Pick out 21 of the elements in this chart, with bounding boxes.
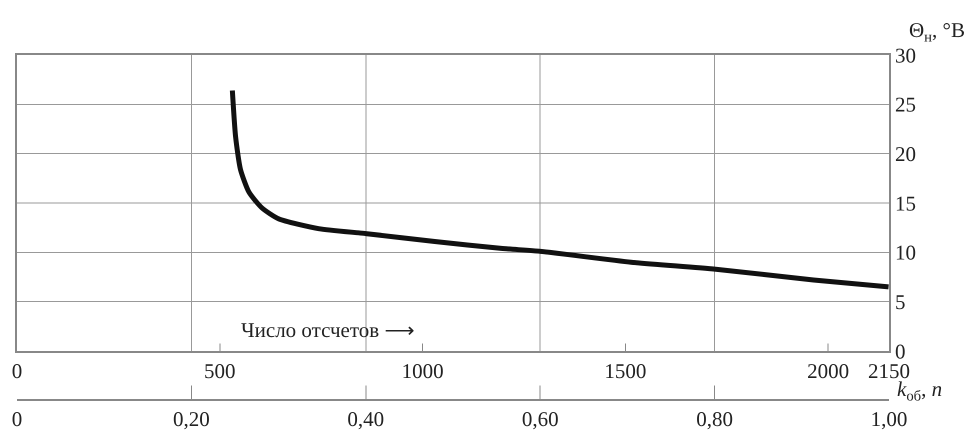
x-tick-label: 0: [12, 358, 22, 383]
x2-tick-label: 0,40: [347, 406, 384, 431]
x2-tick-label: 0,60: [522, 406, 559, 431]
y-tick-label: 10: [894, 240, 916, 265]
x-tick-label: 2000: [807, 358, 850, 383]
x2-tick-label: 0: [12, 406, 22, 431]
x-tick-label: 1500: [604, 358, 646, 383]
x-tick-label: 1000: [402, 358, 444, 383]
y-tick-label: 30: [894, 43, 916, 68]
y-tick-label: 25: [894, 92, 916, 117]
y-axis-title: Θ$_{н}$, °B: [909, 18, 965, 46]
x2-tick-label: 0,80: [696, 406, 733, 431]
x2-tick-label: 1,00: [870, 406, 908, 431]
y-tick-label: 5: [894, 290, 906, 314]
x-tick-label: 500: [204, 358, 236, 383]
y-tick-label: 0: [894, 339, 906, 364]
annotation: Число отсчетов ⟶: [241, 318, 414, 342]
y-tick-label: 15: [894, 191, 916, 216]
x2-tick-label: 0,20: [173, 406, 210, 431]
y-tick-label: 20: [894, 142, 916, 166]
x2-axis-title: k$_{об}$, n: [897, 377, 942, 404]
